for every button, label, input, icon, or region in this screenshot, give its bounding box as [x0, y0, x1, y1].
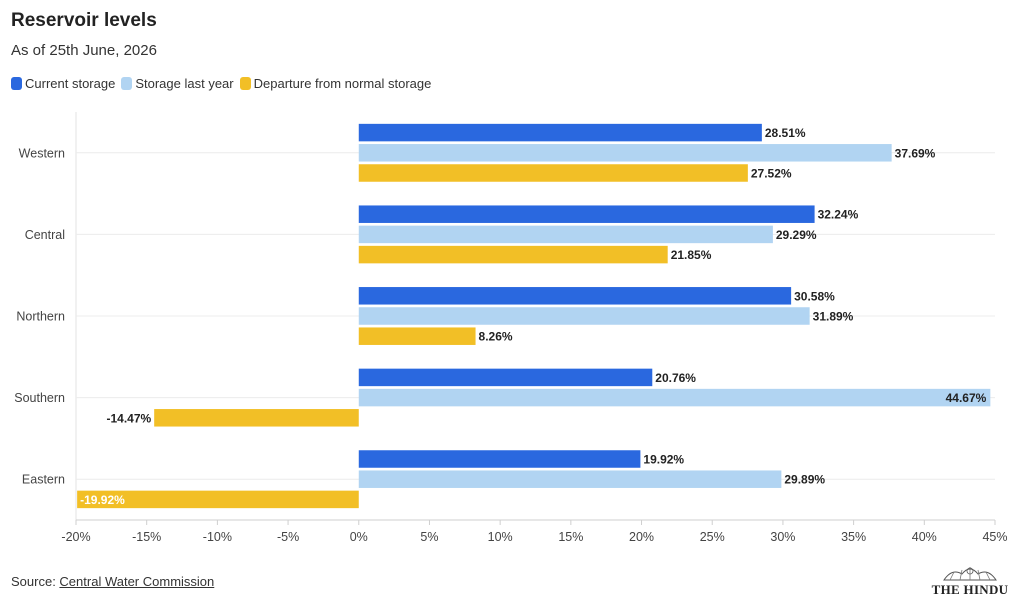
legend-item-last-year[interactable]: Storage last year [121, 76, 234, 91]
legend-item-current[interactable]: Current storage [11, 76, 115, 91]
x-tick-label: 25% [700, 530, 725, 544]
data-label: 37.69% [895, 146, 936, 160]
chart-subtitle: As of 25th June, 2026 [11, 42, 157, 59]
legend-swatch-last-year [121, 77, 133, 90]
data-label: 30.58% [794, 289, 835, 303]
bar-last-year [358, 307, 810, 325]
bar-last-year [358, 144, 892, 162]
bar-departure [358, 327, 476, 345]
bar-current [358, 205, 815, 223]
bar-departure [154, 409, 359, 427]
x-tick-label: -10% [203, 530, 232, 544]
data-label: 32.24% [818, 208, 859, 222]
category-label: Central [25, 228, 65, 242]
data-label: 44.67% [946, 391, 987, 405]
bar-departure [77, 490, 359, 509]
bar-current [358, 368, 653, 387]
logo-emblem-icon [943, 567, 997, 581]
legend-label-last-year: Storage last year [135, 76, 234, 91]
data-label: 28.51% [765, 126, 806, 140]
data-label: 19.92% [643, 453, 684, 467]
bar-current [358, 287, 792, 305]
x-tick-label: 20% [629, 530, 654, 544]
data-label: -14.47% [106, 411, 151, 425]
x-tick-label: 5% [420, 530, 438, 544]
bar-departure [358, 164, 748, 182]
bar-last-year [358, 225, 773, 244]
legend-label-departure: Departure from normal storage [253, 76, 432, 91]
x-tick-label: -5% [277, 530, 299, 544]
bar-last-year [358, 388, 991, 407]
bar-current [358, 450, 641, 468]
chart-title: Reservoir levels [11, 10, 157, 31]
x-tick-label: -20% [61, 530, 90, 544]
source-note: Source: Central Water Commission [11, 574, 214, 589]
legend-item-departure[interactable]: Departure from normal storage [239, 76, 432, 91]
logo-text: THE HINDU [931, 582, 1009, 597]
source-link[interactable]: Central Water Commission [59, 574, 215, 589]
bar-last-year [358, 470, 782, 488]
bar-current [358, 123, 762, 142]
data-label: 20.76% [655, 371, 696, 385]
legend-swatch-current [11, 77, 22, 90]
category-label: Eastern [22, 473, 65, 487]
category-label: Northern [16, 310, 65, 324]
x-tick-label: 15% [558, 530, 583, 544]
source-prefix: Source: [11, 574, 60, 589]
data-label: 31.89% [813, 310, 854, 324]
legend: Current storage Storage last year Depart… [11, 76, 437, 91]
x-tick-label: 0% [350, 530, 368, 544]
bar-chart: -20% -15% -10% -5% 0% 5% 10% 15% 20% 25% 30% 35% 40%… [14, 112, 1008, 544]
x-tick-label: 35% [841, 530, 866, 544]
x-tick-label: 10% [488, 530, 513, 544]
legend-label-current: Current storage [25, 76, 116, 91]
x-tick-label: 40% [912, 530, 937, 544]
x-tick-label: 45% [982, 530, 1007, 544]
data-label: 29.29% [776, 228, 817, 242]
the-hindu-logo: THE HINDU [930, 562, 1010, 598]
x-tick-label: -15% [132, 530, 161, 544]
x-tick-label: 30% [770, 530, 795, 544]
data-label: 29.89% [784, 473, 825, 487]
bar-departure [358, 245, 668, 264]
data-label: 27.52% [751, 167, 792, 181]
data-label: 21.85% [671, 248, 712, 262]
data-label: -19.92% [80, 493, 125, 507]
data-label: 8.26% [479, 330, 513, 344]
category-label: Southern [14, 391, 65, 405]
category-label: Western [19, 146, 65, 160]
legend-swatch-departure [239, 77, 251, 90]
